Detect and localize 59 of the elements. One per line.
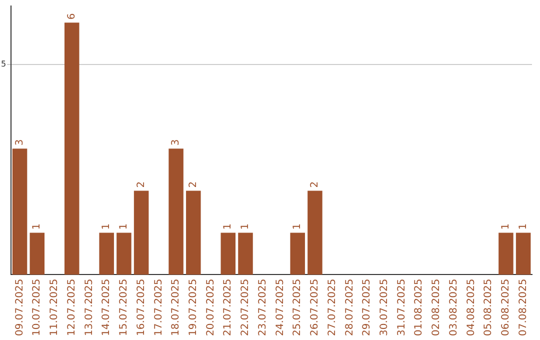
- bar: [134, 190, 149, 275]
- x-tick-label: 10.07.2025: [32, 278, 43, 336]
- x-tick-label: 29.07.2025: [362, 278, 373, 336]
- bar: [498, 232, 514, 275]
- data-label: 2: [310, 181, 321, 188]
- x-tick-label: 06.08.2025: [500, 278, 512, 336]
- data-label: 1: [101, 223, 112, 230]
- x-tick-label: 19.07.2025: [188, 278, 199, 336]
- data-label: 1: [240, 223, 252, 230]
- data-label: 1: [292, 223, 304, 230]
- bar: [516, 232, 531, 275]
- x-tick-label: 14.07.2025: [101, 278, 112, 336]
- data-label: 1: [518, 223, 529, 230]
- y-tick-label: 5: [0, 60, 6, 69]
- x-tick-label: 03.08.2025: [448, 278, 460, 336]
- data-label: 1: [118, 223, 130, 230]
- data-label: 3: [14, 139, 26, 146]
- x-tick-label: 02.08.2025: [431, 278, 442, 336]
- bar: [168, 148, 184, 275]
- data-label: 3: [170, 139, 182, 146]
- data-label: 1: [500, 223, 512, 230]
- x-tick-label: 01.08.2025: [414, 278, 425, 336]
- x-tick-label: 21.07.2025: [222, 278, 234, 336]
- data-label: 2: [136, 181, 147, 188]
- bar: [186, 190, 201, 275]
- bar: [99, 232, 114, 275]
- x-tick-label: 22.07.2025: [240, 278, 252, 336]
- x-tick-label: 27.07.2025: [326, 278, 338, 336]
- x-tick-label: 13.07.2025: [84, 278, 95, 336]
- bar: [116, 232, 132, 275]
- bar: [238, 232, 253, 275]
- bar: [12, 148, 28, 275]
- data-label: 1: [32, 223, 43, 230]
- x-tick-label: 28.07.2025: [344, 278, 356, 336]
- x-tick-label: 31.07.2025: [396, 278, 408, 336]
- x-tick-label: 04.08.2025: [466, 278, 477, 336]
- bar: [64, 22, 80, 275]
- x-tick-label: 18.07.2025: [170, 278, 182, 336]
- x-tick-label: 16.07.2025: [136, 278, 147, 336]
- data-label: 2: [188, 181, 199, 188]
- bar: [30, 232, 45, 275]
- bar: [308, 190, 322, 275]
- x-tick-label: 20.07.2025: [205, 278, 216, 336]
- data-label: 1: [222, 223, 234, 230]
- x-tick-label: 05.08.2025: [483, 278, 494, 336]
- x-tick-label: 07.08.2025: [518, 278, 529, 336]
- bar: [220, 232, 236, 275]
- x-tick-label: 11.07.2025: [49, 278, 60, 336]
- x-tick-label: 30.07.2025: [379, 278, 390, 336]
- x-tick-label: 24.07.2025: [274, 278, 286, 336]
- x-tick-label: 17.07.2025: [153, 278, 164, 336]
- bar: [290, 232, 305, 275]
- x-tick-label: 25.07.2025: [292, 278, 304, 336]
- x-tick-label: 23.07.2025: [257, 278, 268, 336]
- x-tick-label: 12.07.2025: [66, 278, 78, 336]
- data-label: 6: [66, 13, 78, 20]
- x-tick-label: 09.07.2025: [14, 278, 26, 336]
- x-tick-label: 15.07.2025: [118, 278, 130, 336]
- x-tick-label: 26.07.2025: [310, 278, 321, 336]
